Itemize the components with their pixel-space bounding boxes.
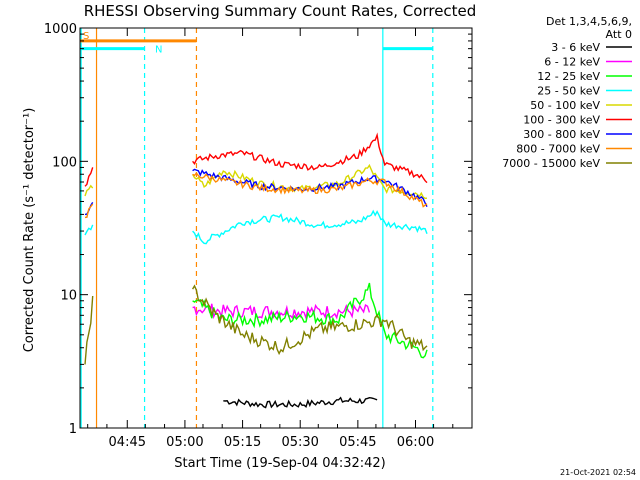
series-line-8 [84, 284, 428, 365]
y-tick-label-1: 10 [60, 289, 77, 304]
timestamp: 21-Oct-2021 02:54 [560, 468, 636, 477]
series-line-2 [192, 282, 428, 359]
legend-label-5: 100 - 300 keV [523, 114, 600, 127]
y-axis-label: Corrected Count Rate (s⁻¹ detector⁻¹) [22, 108, 37, 353]
series-line-1 [192, 303, 371, 321]
series-line-0 [223, 396, 378, 409]
x-tick-label-2: 05:15 [224, 435, 261, 450]
x-tick-label-5: 06:00 [397, 435, 434, 450]
legend-label-4: 50 - 100 keV [530, 99, 600, 112]
series-line-3 [84, 209, 428, 245]
y-tick-label-0: 1 [69, 422, 77, 437]
x-axis-label: Start Time (19-Sep-04 04:32:42) [174, 456, 385, 471]
legend-label-7: 800 - 7000 keV [516, 143, 600, 156]
annotation-layer: SN [80, 28, 434, 428]
legend-label-2: 12 - 25 keV [537, 70, 600, 83]
x-tick-label-3: 05:30 [281, 435, 318, 450]
legend-label-8: 7000 - 15000 keV [502, 157, 600, 170]
legend-header-0: Det 1,3,4,5,6,9, [546, 15, 632, 28]
flag-label-n: N [155, 45, 162, 56]
series-line-7 [84, 171, 428, 219]
legend-label-1: 6 - 12 keV [544, 56, 600, 69]
axis-layer: 1 10 100 1000 04:45 05:00 05:15 05:30 05:45 06:00 [44, 22, 473, 450]
x-tick-label-1: 05:00 [166, 435, 203, 450]
legend-label-0: 3 - 6 keV [551, 41, 600, 54]
y-tick-label-2: 100 [52, 155, 77, 170]
legend-header-1: Att 0 [606, 28, 632, 41]
flag-label-s: S [83, 31, 89, 42]
x-tick-label-0: 04:45 [109, 435, 146, 450]
x-tick-label-4: 05:45 [339, 435, 376, 450]
chart-title: RHESSI Observing Summary Count Rates, Co… [84, 2, 477, 20]
legend-label-6: 300 - 800 keV [523, 128, 600, 141]
series-layer [84, 132, 428, 409]
legend-label-3: 25 - 50 keV [537, 85, 600, 98]
series-line-5 [84, 132, 428, 187]
legend: Det 1,3,4,5,6,9,Att 0 3 - 6 keV 6 - 12 keV… [502, 15, 632, 170]
plot-frame [79, 27, 473, 429]
y-tick-label-3: 1000 [44, 22, 77, 37]
